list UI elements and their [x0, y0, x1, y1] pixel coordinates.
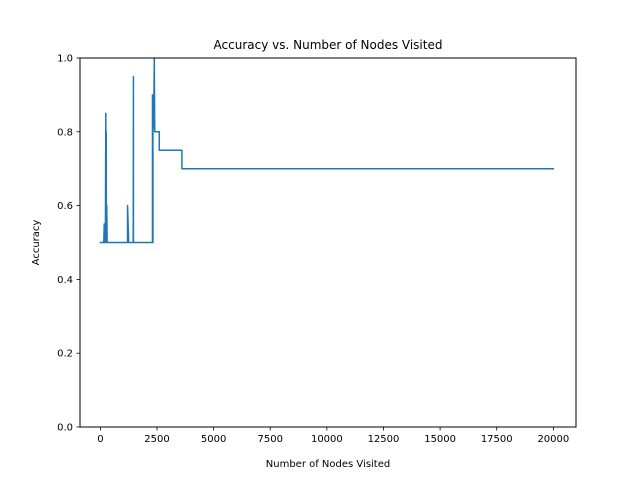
chart-title: Accuracy vs. Number of Nodes Visited — [214, 38, 443, 52]
x-tick-label: 12500 — [368, 434, 400, 445]
x-tick-label: 15000 — [424, 434, 456, 445]
x-tick-label: 17500 — [481, 434, 513, 445]
y-tick-label: 0.6 — [57, 201, 73, 212]
plot-area — [99, 57, 555, 244]
x-tick-label: 7500 — [258, 434, 283, 445]
x-tick-label: 2500 — [144, 434, 169, 445]
x-axis-title: Number of Nodes Visited — [266, 459, 390, 470]
x-axis: 0 2500 5000 7500 10000 12500 15000 17500 20000 — [97, 427, 569, 445]
y-axis-title: Accuracy — [31, 220, 42, 266]
y-tick-label: 0.4 — [57, 275, 73, 286]
axes-frame — [79, 57, 577, 428]
x-tick-label: 10000 — [311, 434, 343, 445]
y-tick-label: 0.0 — [57, 423, 73, 434]
y-tick-label: 1.0 — [57, 54, 73, 65]
y-tick-label: 0.2 — [57, 349, 73, 360]
x-tick-label: 0 — [97, 434, 103, 445]
series-line-0 — [99, 57, 555, 244]
x-tick-label: 5000 — [201, 434, 226, 445]
y-tick-label: 0.8 — [57, 127, 73, 138]
y-axis: 0.0 0.2 0.4 0.6 0.8 1.0 — [57, 54, 80, 434]
x-tick-label: 20000 — [537, 434, 569, 445]
